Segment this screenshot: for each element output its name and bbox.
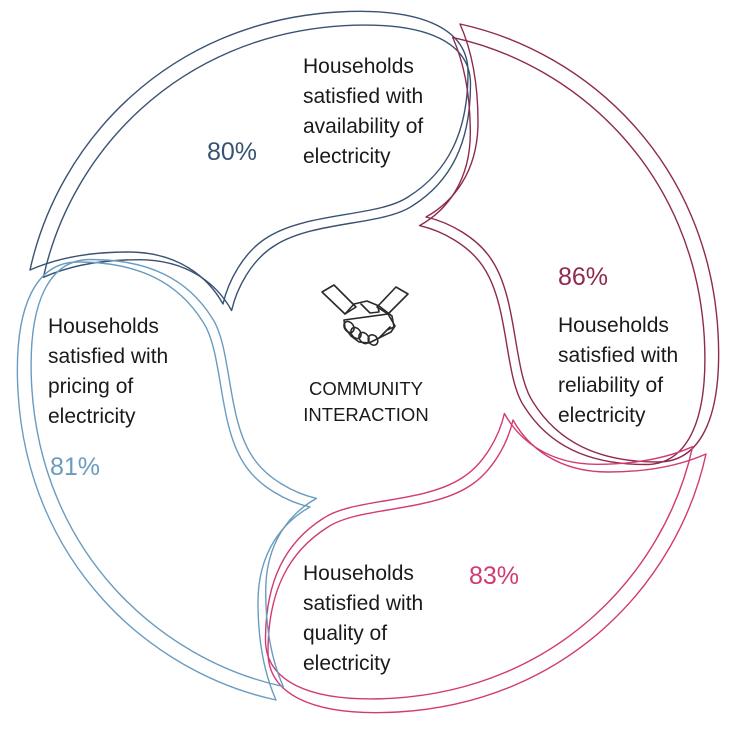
quality-description: Households satisfied with quality of ele… [303, 562, 424, 675]
blade-pricing-outline-outer [16, 261, 311, 701]
blade-reliability-outline-outer [425, 23, 720, 463]
pricing-description: Households satisfied with pricing of ele… [48, 315, 169, 428]
blade-quality-outline-outer [267, 419, 707, 714]
blade-availability [29, 10, 472, 312]
blade-quality [264, 412, 707, 714]
center-label: COMMUNITY INTERACTION [303, 378, 429, 425]
availability-percent: 80% [207, 138, 258, 166]
blades-group [16, 10, 720, 714]
reliability-description: Households satisfied with reliability of… [558, 314, 679, 427]
blade-pricing [16, 258, 318, 701]
handshake-icon [321, 284, 409, 346]
blade-quality-outline-inner [264, 412, 694, 700]
blade-availability-outline-outer [29, 10, 469, 305]
blade-availability-outline-inner [42, 24, 472, 312]
blade-reliability-outline-inner [418, 36, 706, 466]
blade-pricing-outline-inner [30, 258, 318, 688]
pricing-percent: 81% [50, 453, 101, 481]
availability-description: Households satisfied with availability o… [303, 55, 424, 168]
reliability-percent: 86% [558, 263, 609, 291]
quality-percent: 83% [469, 562, 520, 590]
blade-reliability [418, 23, 720, 466]
